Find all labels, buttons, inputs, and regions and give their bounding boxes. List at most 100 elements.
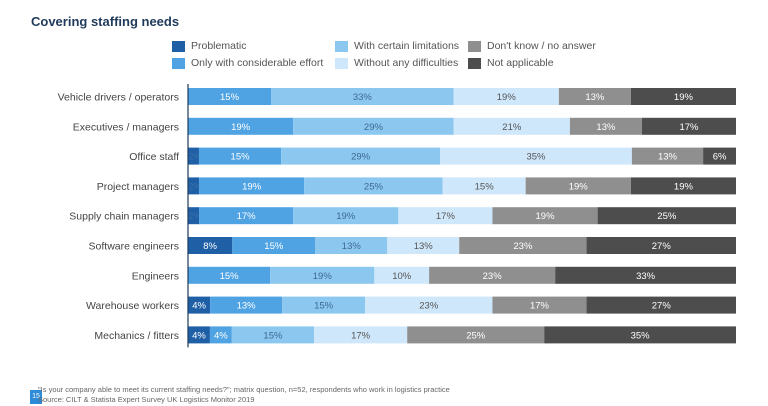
category-label-warehouse-workers: Warehouse workers — [86, 300, 179, 312]
chart-legend: Problematic Only with considerable effor… — [172, 40, 596, 74]
data-label-executives-managers-don-t-know-no-answer: 13% — [596, 122, 616, 133]
legend-label-certain-limitations: With certain limitations — [354, 40, 460, 52]
data-label-engineers-without-any-difficulties: 10% — [392, 271, 412, 282]
legend-label-dont-know: Don't know / no answer — [487, 40, 596, 52]
bar-segment-supply-chain-managers-without-any-difficulties — [398, 207, 493, 225]
bar-segment-project-managers-with-certain-limitations — [304, 177, 443, 195]
legend-swatch-problematic — [172, 40, 185, 52]
bar-segment-mechanics-fitters-don-t-know-no-answer — [407, 326, 545, 344]
category-label-vehicle-drivers-operators: Vehicle drivers / operators — [58, 92, 179, 104]
bar-segment-software-engineers-problematic — [188, 237, 233, 254]
bar-segment-executives-managers-not-applicable — [641, 117, 736, 135]
bar-segment-engineers-don-t-know-no-answer — [429, 266, 556, 284]
bar-segment-software-engineers-don-t-know-no-answer — [459, 237, 587, 254]
bar-segment-project-managers-don-t-know-no-answer — [525, 177, 631, 195]
data-label-warehouse-workers-only-with-considerable-effort: 13% — [237, 301, 257, 312]
chart-title: Covering staffing needs — [31, 14, 180, 29]
bar-segment-office-staff-don-t-know-no-answer — [631, 147, 704, 165]
data-label-engineers-only-with-considerable-effort: 15% — [220, 271, 240, 282]
data-label-supply-chain-managers-not-applicable: 25% — [657, 211, 677, 222]
legend-item-certain-limitations: With certain limitations — [335, 40, 459, 52]
data-label-office-staff-with-certain-limitations: 29% — [351, 152, 371, 163]
page-number: 15 — [30, 390, 42, 404]
legend-item-considerable-effort: Only with considerable effort — [172, 57, 323, 69]
legend-label-considerable-effort: Only with considerable effort — [191, 57, 324, 69]
bar-segment-supply-chain-managers-don-t-know-no-answer — [492, 207, 598, 225]
data-label-mechanics-fitters-don-t-know-no-answer: 25% — [466, 330, 486, 341]
data-label-warehouse-workers-with-certain-limitations: 15% — [314, 301, 334, 312]
bar-segment-mechanics-fitters-problematic — [188, 326, 210, 344]
bar-segment-project-managers-without-any-difficulties — [442, 177, 526, 195]
legend-swatch-certain-limitations — [335, 40, 348, 52]
bar-segment-warehouse-workers-only-with-considerable-effort — [210, 296, 283, 314]
data-label-vehicle-drivers-operators-not-applicable: 19% — [674, 92, 694, 103]
data-label-executives-managers-not-applicable: 17% — [679, 122, 699, 133]
data-label-vehicle-drivers-operators-without-any-difficulties: 19% — [497, 92, 517, 103]
data-label-warehouse-workers-problematic: 4% — [192, 301, 206, 312]
bar-segment-project-managers-problematic — [188, 177, 200, 195]
data-label-vehicle-drivers-operators-only-with-considerable-effort: 15% — [220, 92, 240, 103]
bar-segment-engineers-with-certain-limitations — [270, 266, 375, 284]
bar-segment-warehouse-workers-not-applicable — [586, 296, 736, 314]
chart-footer: "Is your company able to meet its curren… — [38, 385, 450, 405]
data-label-software-engineers-only-with-considerable-effort: 15% — [264, 241, 284, 252]
category-label-executives-managers: Executives / managers — [73, 121, 179, 133]
legend-item-problematic: Problematic — [172, 40, 246, 52]
legend-item-not-applicable: Not applicable — [468, 57, 554, 69]
category-label-mechanics-fitters: Mechanics / fitters — [94, 330, 179, 342]
data-label-software-engineers-don-t-know-no-answer: 23% — [513, 241, 533, 252]
data-label-project-managers-not-applicable: 19% — [674, 181, 694, 192]
data-label-software-engineers-without-any-difficulties: 13% — [414, 241, 434, 252]
data-label-engineers-with-certain-limitations: 19% — [313, 271, 333, 282]
data-label-project-managers-don-t-know-no-answer: 19% — [569, 181, 589, 192]
data-label-supply-chain-managers-don-t-know-no-answer: 19% — [536, 211, 556, 222]
bar-segment-warehouse-workers-problematic — [188, 296, 211, 314]
bar-segment-office-staff-not-applicable — [703, 147, 736, 165]
data-label-mechanics-fitters-not-applicable: 35% — [631, 330, 651, 341]
data-label-warehouse-workers-not-applicable: 27% — [652, 301, 672, 312]
bar-segment-warehouse-workers-without-any-difficulties — [365, 296, 493, 314]
footnote-text: "Is your company able to meet its curren… — [38, 385, 450, 394]
legend-swatch-no-difficulties — [335, 57, 348, 69]
data-label-office-staff-without-any-difficulties: 35% — [526, 152, 546, 163]
data-label-office-staff-only-with-considerable-effort: 15% — [231, 152, 251, 163]
data-label-mechanics-fitters-without-any-difficulties: 17% — [351, 330, 371, 341]
data-label-supply-chain-managers-without-any-difficulties: 17% — [436, 211, 456, 222]
legend-swatch-not-applicable — [468, 57, 481, 69]
bar-segment-software-engineers-only-with-considerable-effort — [232, 237, 316, 254]
data-label-supply-chain-managers-problematic: 2% — [188, 211, 202, 222]
bar-segment-supply-chain-managers-with-certain-limitations — [293, 207, 399, 225]
legend-label-problematic: Problematic — [191, 40, 247, 52]
data-label-software-engineers-not-applicable: 27% — [652, 241, 672, 252]
data-label-supply-chain-managers-only-with-considerable-effort: 17% — [237, 211, 257, 222]
data-label-executives-managers-with-certain-limitations: 29% — [364, 122, 384, 133]
bar-segment-vehicle-drivers-operators-without-any-difficulties — [453, 88, 559, 105]
data-label-software-engineers-with-certain-limitations: 13% — [342, 241, 362, 252]
bar-segment-engineers-only-with-considerable-effort — [188, 266, 271, 284]
bar-segment-supply-chain-managers-not-applicable — [597, 207, 736, 225]
category-label-office-staff: Office staff — [129, 151, 179, 163]
bar-segment-executives-managers-with-certain-limitations — [293, 117, 454, 135]
bar-segment-vehicle-drivers-operators-only-with-considerable-effort — [188, 88, 272, 105]
category-label-project-managers: Project managers — [97, 181, 179, 193]
bar-segment-software-engineers-with-certain-limitations — [315, 237, 388, 254]
bar-segment-warehouse-workers-with-certain-limitations — [282, 296, 366, 314]
data-label-executives-managers-without-any-difficulties: 21% — [502, 122, 522, 133]
bar-segment-executives-managers-don-t-know-no-answer — [569, 117, 642, 135]
data-label-office-staff-problematic: 2% — [188, 152, 202, 163]
bar-segment-project-managers-not-applicable — [630, 177, 736, 195]
data-label-engineers-don-t-know-no-answer: 23% — [483, 271, 503, 282]
data-label-project-managers-problematic: 2% — [188, 181, 202, 192]
legend-item-dont-know: Don't know / no answer — [468, 40, 596, 52]
bar-segment-mechanics-fitters-without-any-difficulties — [314, 326, 408, 344]
data-label-executives-managers-only-with-considerable-effort: 19% — [231, 122, 251, 133]
bar-segment-office-staff-only-with-considerable-effort — [198, 147, 282, 165]
bar-segment-supply-chain-managers-problematic — [188, 207, 200, 225]
bar-segment-software-engineers-without-any-difficulties — [387, 237, 460, 254]
legend-label-no-difficulties: Without any difficulties — [354, 57, 459, 69]
data-label-software-engineers-problematic: 8% — [203, 241, 217, 252]
category-label-supply-chain-managers: Supply chain managers — [69, 211, 179, 223]
data-label-warehouse-workers-without-any-difficulties: 23% — [419, 301, 439, 312]
bar-segment-executives-managers-only-with-considerable-effort — [188, 117, 294, 135]
